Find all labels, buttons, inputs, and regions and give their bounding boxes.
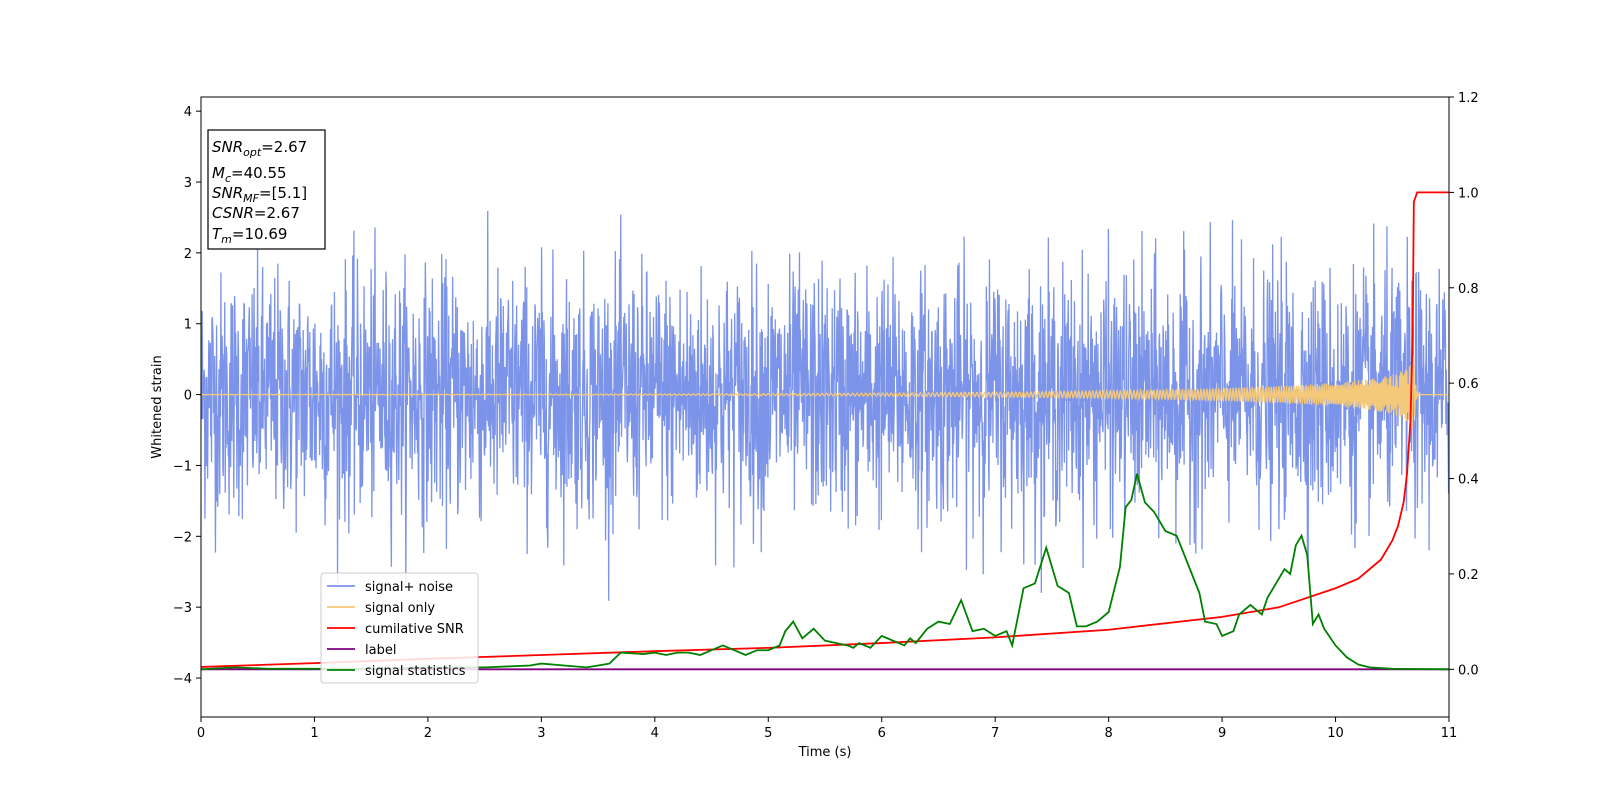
snr-opt-annotation: SNRopt=2.67	[212, 138, 307, 159]
tm-annotation: Tm=10.69	[212, 225, 287, 246]
y-left-tick-label: 1	[184, 318, 192, 333]
x-tick-label: 10	[1327, 726, 1344, 741]
y-left-tick-label: −4	[173, 672, 192, 687]
legend-item-signal-only: signal only	[327, 601, 435, 616]
legend-item-signal-statistics: signal statistics	[327, 664, 466, 679]
signal-only-line	[201, 356, 1449, 429]
legend-item-signal-plus-noise: signal+ noise	[327, 580, 453, 595]
y-right-tick-label: 0.2	[1458, 568, 1479, 583]
y-axis-left: −4 −3 −2 −1 0 1 2 3 4	[173, 105, 201, 687]
legend-label: label	[365, 643, 396, 658]
x-tick-label: 8	[1104, 726, 1112, 741]
y-left-tick-label: −1	[173, 459, 192, 474]
x-axis-label: Time (s)	[798, 745, 852, 760]
x-tick-label: 11	[1441, 726, 1458, 741]
y-left-tick-label: 4	[184, 105, 192, 120]
y-right-tick-label: 0.8	[1458, 282, 1479, 297]
x-tick-label: 1	[310, 726, 318, 741]
y-left-tick-label: 3	[184, 176, 192, 191]
x-axis: 0 1 2 3 4 5 6 7 8 9 10 11	[197, 717, 1457, 741]
x-tick-label: 0	[197, 726, 205, 741]
x-tick-label: 9	[1218, 726, 1226, 741]
x-tick-label: 3	[537, 726, 545, 741]
legend-item-cumulative-snr: cumilative SNR	[327, 622, 464, 637]
y-left-tick-label: −2	[173, 530, 192, 545]
legend-label: signal only	[365, 601, 435, 616]
x-tick-label: 4	[651, 726, 659, 741]
y-right-tick-label: 0.6	[1458, 377, 1479, 392]
plot-frame	[200, 96, 1450, 718]
y-axis-right: 0.0 0.2 0.4 0.6 0.8 1.0 1.2	[1449, 91, 1479, 678]
legend-label: cumilative SNR	[365, 622, 464, 637]
y-right-tick-label: 1.2	[1458, 91, 1479, 106]
y-left-tick-label: 2	[184, 247, 192, 262]
stats-annotation-box: SNRopt=2.67 Mc=40.55 SNRMF=[5.1] CSNR=2.…	[207, 129, 326, 250]
legend-label: signal statistics	[365, 664, 466, 679]
snr-mf-annotation: SNRMF=[5.1]	[212, 184, 307, 205]
y-right-tick-label: 0.4	[1458, 473, 1479, 488]
y-left-tick-label: −3	[173, 601, 192, 616]
x-tick-label: 6	[878, 726, 886, 741]
chirp-mass-annotation: Mc=40.55	[212, 164, 287, 185]
y-axis-label: Whitened strain	[150, 355, 165, 458]
cumulative-snr-line	[201, 191, 1449, 668]
legend-label: signal+ noise	[365, 580, 453, 595]
x-tick-label: 7	[991, 726, 999, 741]
y-right-tick-label: 0.0	[1458, 663, 1479, 678]
legend-item-label: label	[327, 643, 396, 658]
x-tick-label: 5	[764, 726, 772, 741]
x-tick-label: 2	[424, 726, 432, 741]
y-right-tick-label: 1.0	[1458, 186, 1479, 201]
legend: signal+ noise signal only cumilative SNR…	[320, 572, 479, 684]
y-left-tick-label: 0	[184, 389, 192, 404]
signal-statistics-line	[201, 473, 1449, 671]
csnr-annotation: CSNR=2.67	[212, 204, 300, 222]
signal-plus-noise-line	[201, 210, 1449, 601]
